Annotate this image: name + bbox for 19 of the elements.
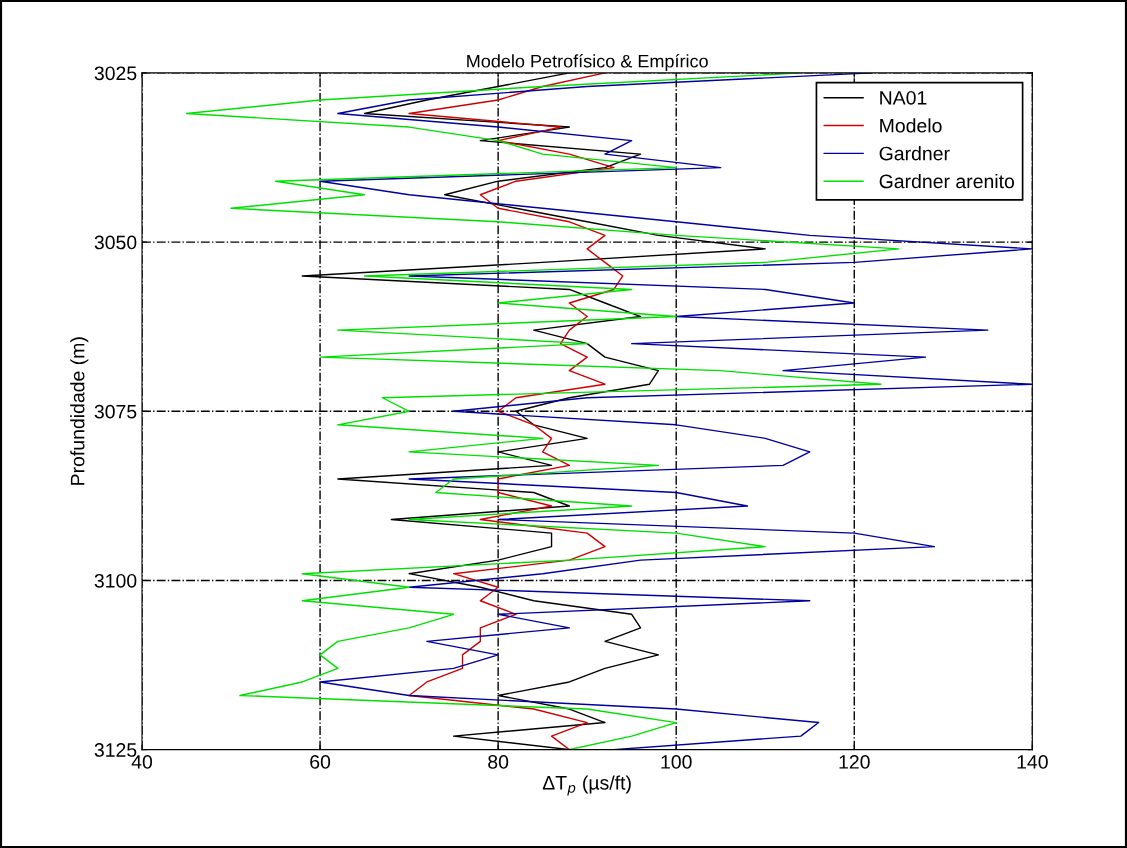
- y-tick-label: 3075: [94, 404, 137, 419]
- y-tick-label: 3025: [94, 66, 137, 81]
- y-tick-label: 3050: [94, 235, 137, 250]
- legend-label: NA01: [880, 90, 927, 105]
- x-tick-label: 80: [488, 755, 509, 769]
- x-tick-label: 140: [1017, 755, 1048, 769]
- x-axis-title: ΔT$_{p}$ (µs/ft): [542, 775, 631, 796]
- legend-label: Gardner arenito: [879, 173, 1015, 189]
- x-tick-label: 40: [131, 755, 153, 769]
- y-tick-label: 3125: [94, 743, 137, 757]
- x-tick-label: 120: [839, 755, 870, 769]
- legend-label: Modelo: [880, 118, 942, 133]
- legend-label: Gardner: [879, 146, 950, 161]
- chart-title: Modelo Petrofísico & Empírico: [467, 54, 708, 72]
- x-tick-label: 100: [661, 755, 692, 769]
- x-tick-label: 60: [310, 755, 331, 769]
- y-tick-label: 3100: [94, 573, 137, 588]
- y-axis-title: Profundidade (m): [70, 337, 89, 485]
- line-series: [408, 72, 624, 750]
